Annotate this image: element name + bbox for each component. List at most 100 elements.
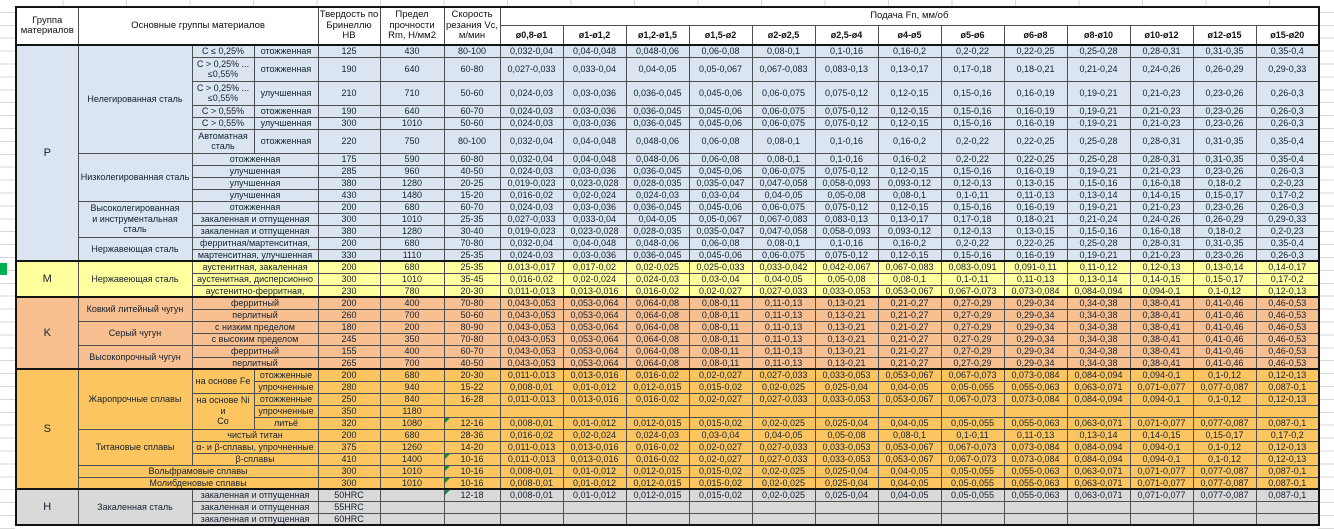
cell-hardness[interactable]: 300 [317,464,381,478]
cell-feed-2[interactable]: 0,03-0,036 [562,164,627,178]
cell-feed-9[interactable]: 0,29-0,34 [1003,296,1068,310]
cell-feed-1[interactable] [499,500,564,514]
cell-feed-2[interactable]: 0,023-0,028 [562,224,627,238]
cell-feed-6[interactable]: 0,1-0,16 [814,128,879,154]
cell-feed-8[interactable]: 0,27-0,29 [940,320,1005,334]
cell-feed-7[interactable] [877,404,942,418]
cell-cutting-speed[interactable]: 25-35 [443,248,501,262]
header-diameter[interactable]: ø8-ø10 [1066,24,1131,46]
cell-feed-12[interactable]: 0,31-0,35 [1192,128,1257,154]
cell-feed-11[interactable]: 0,38-0,41 [1129,308,1194,322]
cell-cutting-speed[interactable]: 15-22 [443,380,501,394]
cell-feed-6[interactable]: 0,033-0,053 [814,368,879,382]
cell-feed-4[interactable]: 0,03-0,04 [688,272,753,286]
cell-hardness[interactable]: 265 [317,356,381,370]
cell-feed-8[interactable]: 0,15-0,16 [940,248,1005,262]
cell-feed-1[interactable]: 0,032-0,04 [499,128,564,154]
cell-strength[interactable]: 1280 [379,224,445,238]
cell-hardness[interactable]: 200 [317,428,381,442]
cell-cutting-speed[interactable]: 12-16 [443,416,501,430]
cell-condition[interactable]: β-сплавы [191,452,319,466]
cell-feed-8[interactable]: 0,15-0,16 [940,164,1005,178]
cell-feed-13[interactable]: 0,35-0,4 [1255,128,1320,154]
cell-feed-9[interactable]: 0,073-0,084 [1003,368,1068,382]
cell-feed-3[interactable] [625,404,690,418]
cell-feed-9[interactable]: 0,055-0,063 [1003,416,1068,430]
cell-feed-13[interactable]: 0,17-0,2 [1255,188,1320,202]
cell-strength[interactable]: 200 [379,320,445,334]
cell-feed-4[interactable]: 0,03-0,04 [688,188,753,202]
cell-feed-1[interactable]: 0,008-0,01 [499,464,564,478]
cell-feed-9[interactable]: 0,16-0,19 [1003,164,1068,178]
cell-strength[interactable] [379,488,445,502]
cell-feed-7[interactable]: 0,16-0,2 [877,152,942,166]
cell-cutting-speed[interactable]: 70-80 [443,296,501,310]
cell-feed-5[interactable]: 0,067-0,083 [751,212,816,226]
cell-feed-11[interactable]: 0,38-0,41 [1129,320,1194,334]
cell-strength[interactable]: 590 [379,152,445,166]
cell-feed-4[interactable]: 0,02-0,027 [688,452,753,466]
cell-cutting-speed[interactable]: 10-16 [443,452,501,466]
cell-feed-4[interactable]: 0,045-0,06 [688,164,753,178]
cell-feed-3[interactable]: 0,016-0,02 [625,284,690,298]
cell-feed-3[interactable]: 0,028-0,035 [625,176,690,190]
cell-feed-4[interactable]: 0,06-0,08 [688,44,753,58]
cell-feed-12[interactable]: 0,23-0,26 [1192,200,1257,214]
cell-feed-7[interactable]: 0,21-0,27 [877,296,942,310]
cell-feed-12[interactable]: 0,13-0,14 [1192,260,1257,274]
cell-feed-9[interactable]: 0,13-0,15 [1003,224,1068,238]
cell-feed-7[interactable]: 0,16-0,2 [877,44,942,58]
cell-feed-2[interactable]: 0,04-0,048 [562,128,627,154]
cell-feed-7[interactable]: 0,053-0,067 [877,452,942,466]
cell-feed-3[interactable]: 0,04-0,05 [625,212,690,226]
cell-feed-8[interactable]: 0,27-0,29 [940,308,1005,322]
cell-feed-9[interactable]: 0,29-0,34 [1003,308,1068,322]
cell-feed-2[interactable]: 0,053-0,064 [562,296,627,310]
cell-feed-7[interactable]: 0,21-0,27 [877,344,942,358]
cell-feed-3[interactable]: 0,024-0,03 [625,428,690,442]
cell-feed-12[interactable]: 0,1-0,12 [1192,368,1257,382]
cell-feed-9[interactable]: 0,22-0,25 [1003,152,1068,166]
cell-subgroup[interactable]: C > 0,55% [191,116,255,130]
cell-feed-9[interactable]: 0,055-0,063 [1003,488,1068,502]
cell-strength[interactable]: 680 [379,368,445,382]
cell-feed-12[interactable]: 0,41-0,46 [1192,344,1257,358]
cell-feed-3[interactable]: 0,012-0,015 [625,380,690,394]
cell-feed-8[interactable]: 0,17-0,18 [940,212,1005,226]
cell-hardness[interactable]: 210 [317,80,381,106]
cell-feed-2[interactable]: 0,013-0,016 [562,392,627,406]
cell-feed-1[interactable]: 0,019-0,023 [499,224,564,238]
cell-strength[interactable] [379,500,445,514]
cell-feed-2[interactable]: 0,02-0,024 [562,272,627,286]
cell-feed-13[interactable] [1255,500,1320,514]
cell-feed-4[interactable]: 0,015-0,02 [688,476,753,490]
cell-feed-7[interactable]: 0,04-0,05 [877,476,942,490]
cell-strength[interactable]: 1080 [379,416,445,430]
cell-feed-10[interactable]: 0,15-0,16 [1066,176,1131,190]
cell-feed-7[interactable]: 0,093-0,12 [877,224,942,238]
cell-feed-1[interactable]: 0,024-0,03 [499,200,564,214]
cell-hardness[interactable]: 200 [317,200,381,214]
cell-feed-5[interactable]: 0,08-0,1 [751,128,816,154]
cell-feed-1[interactable]: 0,011-0,013 [499,368,564,382]
cell-feed-3[interactable]: 0,024-0,03 [625,188,690,202]
cell-feed-7[interactable]: 0,13-0,17 [877,56,942,82]
cell-condition[interactable]: отожженная [191,152,319,166]
cell-feed-7[interactable]: 0,053-0,067 [877,368,942,382]
cell-feed-4[interactable]: 0,045-0,06 [688,116,753,130]
cell-feed-5[interactable]: 0,08-0,1 [751,44,816,58]
cell-feed-9[interactable]: 0,055-0,063 [1003,464,1068,478]
cell-condition[interactable]: ферритная/мартенситная, [191,236,319,250]
cell-feed-2[interactable]: 0,03-0,036 [562,116,627,130]
cell-feed-4[interactable]: 0,08-0,11 [688,296,753,310]
cell-feed-8[interactable]: 0,15-0,16 [940,104,1005,118]
cell-feed-8[interactable]: 0,2-0,22 [940,128,1005,154]
cell-feed-13[interactable]: 0,12-0,13 [1255,392,1320,406]
cell-condition[interactable]: аустенитная, закаленная [191,260,319,274]
cell-feed-6[interactable]: 0,033-0,053 [814,392,879,406]
cell-feed-12[interactable]: 0,15-0,17 [1192,188,1257,202]
cell-feed-1[interactable]: 0,043-0,053 [499,320,564,334]
cell-feed-3[interactable]: 0,016-0,02 [625,392,690,406]
cell-feed-8[interactable]: 0,067-0,073 [940,440,1005,454]
cell-feed-11[interactable]: 0,38-0,41 [1129,296,1194,310]
